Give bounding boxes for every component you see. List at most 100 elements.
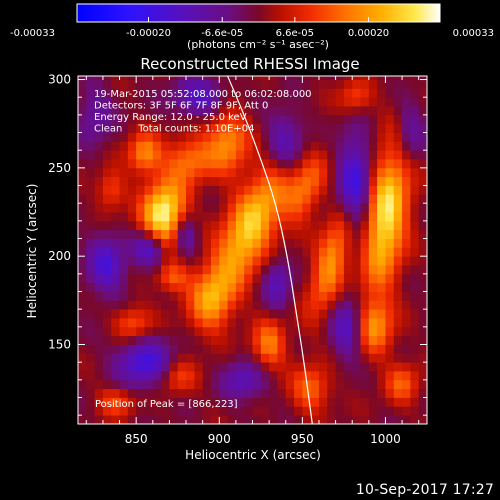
heatmap-cell [335,291,345,301]
heatmap-cell [111,300,120,310]
x-axis-tick-label: 900 [208,432,231,446]
heatmap-cell [235,353,245,363]
heatmap-cell [418,106,427,116]
heatmap-cell [310,273,320,284]
heatmap-cell [343,362,353,372]
heatmap-cell [186,379,195,390]
heatmap-cell [152,406,162,416]
heatmap-cell [260,300,270,310]
heatmap-cell [318,106,328,116]
heatmap-cell [202,194,212,204]
heatmap-cell [194,371,204,381]
heatmap-cell [186,150,195,160]
heatmap-cell [152,114,162,125]
heatmap-cell [94,220,104,231]
heatmap-cell [418,141,427,151]
heatmap-cell [352,97,361,107]
heatmap-cell [368,379,378,390]
x-axis-tick-labels: 850 900 950 1000 [125,432,401,446]
heatmap-cell [78,406,87,416]
heatmap-cell [177,326,187,337]
heatmap-cell [235,229,245,239]
heatmap-cell [310,141,320,151]
heatmap-cell [94,167,104,178]
heatmap-cell [210,353,220,363]
heatmap-cell [186,344,195,354]
heatmap-cell [393,220,403,231]
heatmap-cell [402,362,411,372]
heatmap-cell [119,415,129,424]
heatmap-cell [310,388,320,398]
heatmap-cell [377,415,386,424]
heatmap-cell [186,194,195,204]
heatmap-cell [227,415,237,424]
heatmap-cell [119,97,129,107]
heatmap-cell [410,344,420,354]
heatmap-cell [102,406,112,416]
heatmap-cell [227,220,237,231]
heatmap-cell [86,176,96,186]
heatmap-cell [202,79,212,89]
heatmap-cell [127,238,137,248]
heatmap-cell [227,106,237,116]
heatmap-cell [269,300,278,310]
heatmap-cell [385,379,395,390]
heatmap-cell [235,273,245,284]
heatmap-cell [136,309,145,319]
heatmap-cell [161,282,170,292]
heatmap-cell [310,291,320,301]
heatmap-cell [235,212,245,222]
heatmap-cell [302,212,312,222]
heatmap-cell [368,353,378,363]
heatmap-cell [202,371,212,381]
heatmap-cell [335,229,345,239]
heatmap-cell [352,256,361,266]
heatmap-cell [244,167,253,178]
heatmap-cell [302,141,312,151]
heatmap-cell [277,282,287,292]
heatmap-cell [402,256,411,266]
heatmap-cell [343,106,353,116]
heatmap-cell [310,371,320,381]
heatmap-cell [177,371,187,381]
heatmap-cell [235,362,245,372]
heatmap-cell [294,353,303,363]
heatmap-cell [136,344,145,354]
heatmap-cell [136,212,145,222]
heatmap-cell [385,114,395,125]
heatmap-cell [393,344,403,354]
heatmap-cell [368,344,378,354]
heatmap-cell [210,114,220,125]
heatmap-cell [136,220,145,231]
heatmap-cell [368,388,378,398]
heatmap-cell [111,379,120,390]
heatmap-cell [360,247,370,257]
heatmap-cell [335,326,345,337]
heatmap-cell [244,114,253,125]
heatmap-cell [302,371,312,381]
heatmap-cell [127,265,137,275]
heatmap-cell [78,238,87,248]
heatmap-cell [318,194,328,204]
heatmap-cell [277,97,287,107]
heatmap-cell [169,300,179,310]
heatmap-cell [318,388,328,398]
heatmap-cell [260,318,270,328]
heatmap-cell [169,273,179,284]
heatmap-cell [294,176,303,186]
heatmap-cell [377,300,386,310]
heatmap-cell [86,256,96,266]
heatmap-cell [393,132,403,142]
heatmap-cell [368,203,378,213]
heatmap-cell [252,76,262,80]
heatmap-cell [327,132,336,142]
heatmap-cell [352,185,361,195]
heatmap-cell [94,114,104,125]
heatmap-cell [377,247,386,257]
heatmap-cell [377,132,386,142]
heatmap-cell [186,76,195,80]
heatmap-cell [144,406,154,416]
heatmap-cell [136,167,145,178]
heatmap-cell [144,362,154,372]
heatmap-cell [235,150,245,160]
